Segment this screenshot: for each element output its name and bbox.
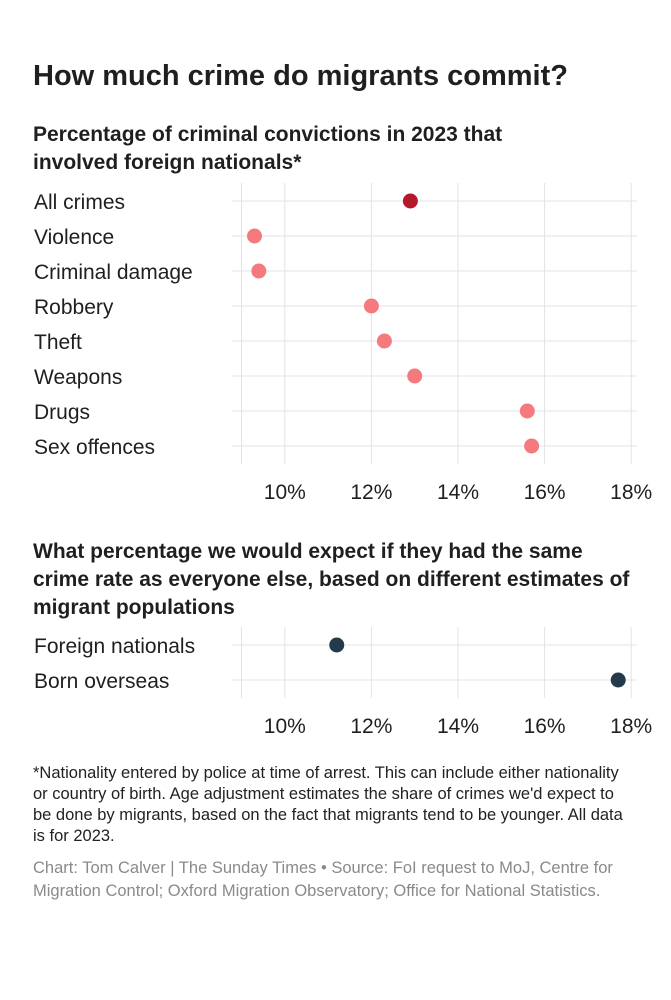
x-tick-label: 10%: [264, 715, 306, 738]
x-tick-label: 14%: [437, 481, 479, 504]
category-label: Sex offences: [34, 436, 155, 459]
x-tick-label: 18%: [610, 481, 652, 504]
x-tick-label: 16%: [524, 481, 566, 504]
x-tick-label: 12%: [350, 715, 392, 738]
x-tick-label: 18%: [610, 715, 652, 738]
category-label: Criminal damage: [34, 261, 193, 284]
chart1-subtitle: Percentage of criminal convictions in 20…: [33, 123, 503, 174]
data-point: [524, 438, 540, 454]
chart2-subtitle: What percentage we would expect if they …: [33, 540, 630, 619]
footnote: *Nationality entered by police at time o…: [33, 764, 623, 845]
category-label: Theft: [34, 331, 82, 354]
x-tick-label: 12%: [350, 481, 392, 504]
x-tick-label: 16%: [524, 715, 566, 738]
category-label: Born overseas: [34, 670, 169, 693]
category-label: Violence: [34, 226, 114, 249]
expected-share-dot-chart: Foreign nationals Born overseas 10% 12% 14% 1…: [34, 627, 652, 738]
data-point: [251, 263, 267, 279]
data-point: [246, 228, 262, 244]
category-label: Drugs: [34, 401, 90, 424]
convictions-dot-chart: All crimes Violence Criminal damage Robbery…: [34, 183, 652, 504]
data-point: [376, 333, 392, 349]
source-credit: Chart: Tom Calver | The Sunday Times • S…: [33, 859, 613, 900]
category-label: Weapons: [34, 366, 122, 389]
category-label: Robbery: [34, 296, 114, 319]
data-point: [610, 672, 626, 688]
data-point: [329, 637, 345, 653]
data-point: [363, 298, 379, 314]
data-point: [402, 193, 418, 209]
category-label: Foreign nationals: [34, 635, 195, 658]
data-point: [519, 403, 535, 419]
category-label: All crimes: [34, 191, 125, 214]
x-tick-label: 10%: [264, 481, 306, 504]
x-tick-label: 14%: [437, 715, 479, 738]
chart-title: How much crime do migrants commit?: [33, 60, 568, 92]
data-point: [407, 368, 423, 384]
